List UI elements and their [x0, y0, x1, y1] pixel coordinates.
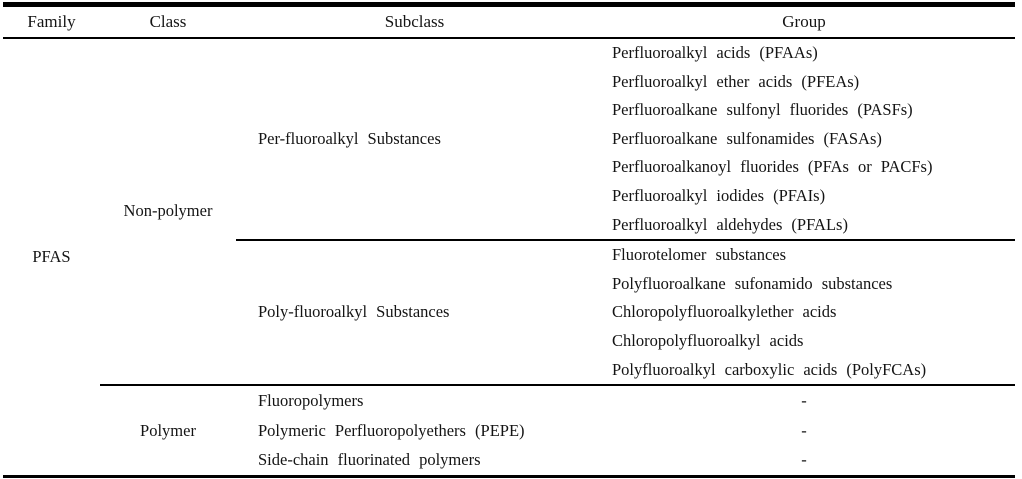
group-cell: Perfluoroalkane sulfonamides (FASAs)	[612, 128, 882, 148]
table-top-double-rule	[3, 2, 1015, 7]
table-row: PFAS Non-polymer Per-fluoroalkyl Substan…	[3, 38, 1015, 266]
group-cell: Polyfluoroalkane sufonamido substances	[612, 273, 893, 293]
table-row: Polyfluoroalkane sufonamido substances	[3, 270, 1015, 299]
subclass-cell: Polymeric Perfluoropolyethers (PEPE)	[258, 420, 525, 440]
col-header-subclass: Subclass	[236, 7, 593, 39]
group-cell: Polyfluoroalkyl carboxylic acids (PolyFC…	[612, 359, 927, 379]
group-cell: Fluorotelomer substances	[593, 239, 1015, 270]
subclass-cell-poly-fluoroalkyl: Poly-fluoroalkyl Substances	[236, 239, 593, 386]
table-body: PFAS Non-polymer Per-fluoroalkyl Substan…	[3, 38, 1015, 477]
group-cell: Perfluoroalkyl iodides (PFAIs)	[612, 185, 826, 205]
family-cell-pfas: PFAS	[32, 246, 71, 266]
col-header-class: Class	[100, 7, 236, 39]
table-row: Perfluoroalkanoyl fluorides (PFAs or PAC…	[3, 153, 1015, 182]
col-header-group: Group	[593, 7, 1015, 39]
header-row: Family Class Subclass Group	[3, 7, 1015, 39]
table-row: Polymer Fluoropolymers -	[3, 384, 1015, 477]
table-row: Perfluoroalkyl ether acids (PFEAs)	[3, 68, 1015, 97]
group-cell: Perfluoroalkane sulfonyl fluorides (PASF…	[612, 100, 913, 120]
table-row: Perfluoroalkane sulfonyl fluorides (PASF…	[3, 96, 1015, 125]
table-header: Family Class Subclass Group	[3, 7, 1015, 39]
subclass-cell: Side-chain fluorinated polymers	[258, 450, 481, 470]
table-row: Chloropolyfluoroalkylether acids	[3, 298, 1015, 327]
paper-table: Family Class Subclass Group PFAS Non-pol…	[3, 0, 1015, 478]
table-row: Perfluoroalkyl iodides (PFAIs)	[3, 182, 1015, 211]
table-row: Polymeric Perfluoropolyethers (PEPE) -	[3, 416, 1015, 446]
subclass-cell-per-fluoroalkyl: Per-fluoroalkyl Substances	[258, 128, 441, 148]
group-cell: Chloropolyfluoroalkyl acids	[612, 330, 804, 350]
group-cell-dash: -	[593, 384, 1015, 416]
class-cell-polymer: Polymer	[100, 384, 236, 477]
group-cell: Perfluoroalkanoyl fluorides (PFAs or PAC…	[612, 157, 933, 177]
group-cell-dash: -	[801, 450, 807, 470]
table-row: Side-chain fluorinated polymers -	[3, 445, 1015, 476]
table-row: Perfluoroalkane sulfonamides (FASAs)	[3, 125, 1015, 154]
subclass-cell: Fluoropolymers	[236, 384, 593, 416]
group-cell: Chloropolyfluoroalkylether acids	[612, 302, 837, 322]
class-cell-non-polymer: Non-polymer	[123, 201, 213, 221]
group-cell: Perfluoroalkyl aldehydes (PFALs)	[612, 214, 848, 234]
pfas-classification-table: Family Class Subclass Group PFAS Non-pol…	[3, 7, 1015, 478]
table-row: Poly-fluoroalkyl Substances Fluorotelome…	[3, 239, 1015, 386]
table-row: Chloropolyfluoroalkyl acids	[3, 327, 1015, 356]
table-row: Polyfluoroalkyl carboxylic acids (PolyFC…	[3, 356, 1015, 386]
group-cell: Perfluoroalkyl acids (PFAAs)	[612, 43, 818, 62]
group-cell-dash: -	[801, 420, 807, 440]
col-header-family: Family	[3, 7, 100, 39]
table-row: Perfluoroalkyl aldehydes (PFALs)	[3, 211, 1015, 241]
group-cell: Perfluoroalkyl ether acids (PFEAs)	[612, 71, 860, 91]
